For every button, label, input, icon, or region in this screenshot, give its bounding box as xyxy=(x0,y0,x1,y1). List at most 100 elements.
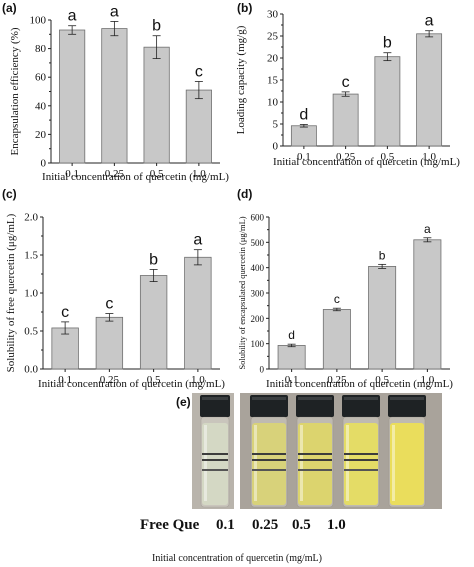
chart-d-group: (d) 0 100 200 300 400 500 600 d 0.1 c 0.25 b 0.5 a 1.0I… xyxy=(237,187,453,390)
y-axis-label-d: Solubility of encapsulated quercetin (μg… xyxy=(237,216,247,369)
x-axis-label-b: Initial concentration of quercetin (mg/m… xyxy=(273,156,460,168)
x-tick-label-a-1: 0.25 xyxy=(105,168,125,180)
significance-letter-d-1: c xyxy=(334,292,340,306)
y-tick-label-d: 500 xyxy=(251,238,265,248)
x-tick-label-b-0: 0.1 xyxy=(297,151,311,163)
y-tick-label-d: 100 xyxy=(251,339,265,349)
vial-3-stripe-3 xyxy=(344,469,378,471)
significance-letter-d-0: d xyxy=(288,328,295,342)
vial-label-1-0: 1.0 xyxy=(327,517,346,533)
vial-4-cap-ridge xyxy=(390,397,424,400)
x-tick-label-d-1: 0.25 xyxy=(327,374,347,386)
bar-d-3 xyxy=(413,239,442,370)
vial-1-highlight xyxy=(254,425,257,501)
panel-label-a: (a) xyxy=(2,1,17,15)
bar-d-0 xyxy=(277,345,306,370)
x-tick-label-d-2: 0.5 xyxy=(375,374,389,386)
vial-free-stripe-1 xyxy=(202,453,228,455)
x-tick-label-a-3: 1.0 xyxy=(192,168,206,180)
y-axis-label-c: Solubility of free quercetin (μg/mL) xyxy=(5,213,17,372)
y-axis-label-a: Encapsulation efficiency (%) xyxy=(9,27,21,155)
y-tick-label-a: 100 xyxy=(30,15,47,27)
chart-b-group: (b) 0 5 10 15 20 25 30 d 0.1 c 0.25 b 0.5 a 1.0Initial … xyxy=(235,1,460,168)
panel-label-b: (b) xyxy=(237,1,252,15)
vial-2-highlight xyxy=(300,425,303,501)
vial-2-stripe-3 xyxy=(298,469,332,471)
vial-2-cap-ridge xyxy=(298,397,332,400)
x-tick-label-c-0: 0.1 xyxy=(58,374,72,386)
vial-label-0-1: 0.1 xyxy=(216,517,235,533)
bar-b-0 xyxy=(290,125,317,147)
bar-b-3 xyxy=(416,33,443,147)
vial-1-stripe-3 xyxy=(252,469,286,471)
x-axis-label-c: Initial concentration of quercetin (mg/m… xyxy=(38,378,225,390)
vial-1-stripe-2 xyxy=(252,459,286,461)
y-tick-label-a: 20 xyxy=(35,129,47,141)
y-tick-label-c: 0.0 xyxy=(24,364,38,376)
y-tick-label-b: 25 xyxy=(267,31,279,43)
vial-3-liquid xyxy=(344,423,378,505)
bar-a-2 xyxy=(143,46,170,164)
x-tick-label-b-1: 0.25 xyxy=(336,151,356,163)
vial-3-cap xyxy=(342,395,380,417)
vial-4-cap xyxy=(388,395,426,417)
vial-free-cap xyxy=(200,395,230,417)
vial-2-stripe-2 xyxy=(298,459,332,461)
y-tick-label-b: 10 xyxy=(267,97,279,109)
y-tick-label-c: 1.5 xyxy=(24,250,38,262)
vial-2-liquid xyxy=(298,423,332,505)
bar-d-2 xyxy=(368,265,397,370)
panel-label-c: (c) xyxy=(2,187,17,201)
x-tick-label-b-2: 0.5 xyxy=(381,151,395,163)
vial-3-cap-ridge xyxy=(344,397,378,400)
significance-letter-a-3: c xyxy=(195,63,203,80)
vial-3-highlight xyxy=(346,425,349,501)
panel-label-d: (d) xyxy=(237,187,252,201)
x-axis-label-a: Initial concentration of quercetin (mg/m… xyxy=(42,171,229,183)
vial-3-stripe-2 xyxy=(344,459,378,461)
significance-letter-b-3: a xyxy=(425,13,434,30)
x-tick-label-c-3: 1.0 xyxy=(191,374,205,386)
y-tick-label-c: 1.0 xyxy=(24,288,38,300)
significance-letter-c-3: a xyxy=(193,232,202,249)
vial-label-0-25: 0.25 xyxy=(252,517,279,533)
y-tick-label-d: 300 xyxy=(251,289,265,299)
y-tick-label-d: 400 xyxy=(251,263,265,273)
bar-c-2 xyxy=(139,275,168,370)
chart-c-group: (c)0.00.51.01.52.0c0.1c0.25b0.5a1.0Initi… xyxy=(2,187,225,390)
x-tick-label-c-2: 0.5 xyxy=(147,374,161,386)
bar-b-1 xyxy=(332,93,359,147)
vial-1-stripe-1 xyxy=(252,453,286,455)
vial-free-highlight xyxy=(204,425,207,501)
y-tick-label-a: 80 xyxy=(35,43,47,55)
y-axis-label-b: Loading capacity (mg/g) xyxy=(235,25,247,134)
y-tick-label-b: 20 xyxy=(267,53,279,65)
significance-letter-d-3: a xyxy=(424,222,431,236)
x-axis-label-d: Initial concentration of quercetin (mg/m… xyxy=(266,378,453,390)
x-tick-label-a-2: 0.5 xyxy=(150,168,164,180)
vial-free-liquid xyxy=(202,423,228,505)
y-tick-label-d: 600 xyxy=(251,213,265,223)
bar-a-3 xyxy=(185,89,212,164)
bar-c-3 xyxy=(184,256,212,370)
bar-a-0 xyxy=(59,29,86,164)
bar-b-2 xyxy=(374,56,401,147)
bar-a-1 xyxy=(101,28,128,164)
significance-letter-a-2: b xyxy=(152,18,161,35)
vial-2-cap xyxy=(296,395,334,417)
vial-photo xyxy=(192,393,442,509)
figure-caption: Initial concentration of quercetin (mg/m… xyxy=(152,553,322,564)
y-tick-label-d: 0 xyxy=(260,365,265,375)
vial-2-stripe-1 xyxy=(298,453,332,455)
vial-free-cap-ridge xyxy=(202,397,228,400)
vial-free-stripe-2 xyxy=(202,459,228,461)
x-tick-label-b-3: 1.0 xyxy=(422,151,436,163)
x-tick-label-d-3: 1.0 xyxy=(421,374,435,386)
significance-letter-a-0: a xyxy=(68,8,77,25)
significance-letter-a-1: a xyxy=(110,3,119,20)
significance-letter-b-1: c xyxy=(342,74,350,91)
bar-c-1 xyxy=(95,316,124,370)
significance-letter-c-1: c xyxy=(105,296,113,313)
y-tick-label-d: 200 xyxy=(251,314,265,324)
vial-1-cap-ridge xyxy=(252,397,286,400)
